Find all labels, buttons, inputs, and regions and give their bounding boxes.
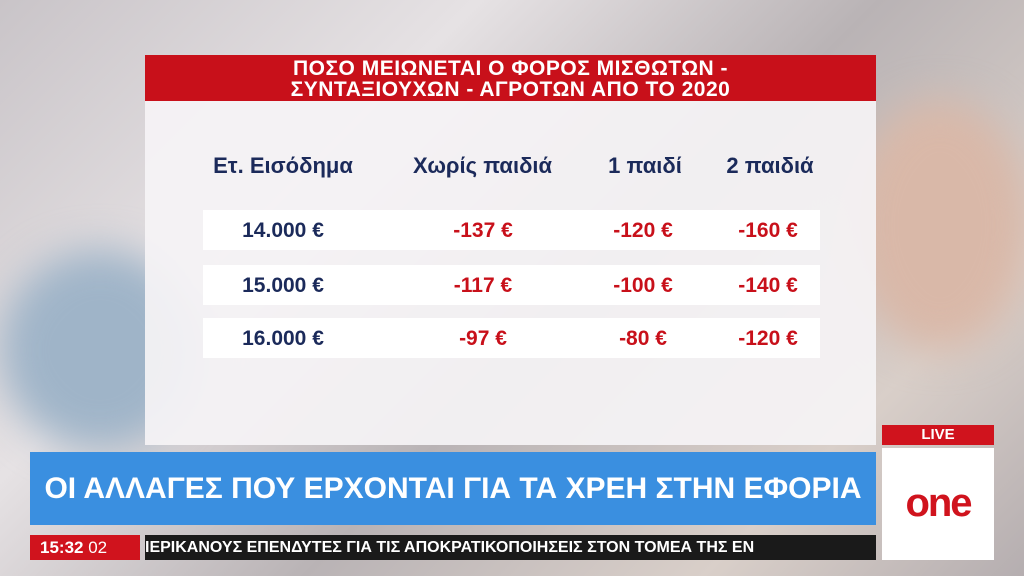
header-1-child: 1 παιδί	[608, 153, 682, 178]
title-line-2: ΣΥΝΤΑΞΙΟΥΧΩΝ - ΑΓΡΟΤΩΝ ΑΠΟ ΤΟ 2020	[290, 78, 731, 101]
title-line-1: ΠΟΣΟ ΜΕΙΩΝΕΤΑΙ Ο ΦΟΡΟΣ ΜΙΣΘΩΤΩΝ -	[292, 57, 729, 80]
graphic-title: ΠΟΣΟ ΜΕΙΩΝΕΤΑΙ Ο ΦΟΡΟΣ ΜΙΣΘΩΤΩΝ - ΣΥΝΤΑΞ…	[145, 55, 876, 101]
income: 15.000 €	[242, 274, 324, 297]
clock: 15:32 02	[30, 535, 140, 560]
one-child-value: -80 €	[619, 327, 667, 350]
channel-logo: one	[882, 448, 994, 560]
income: 16.000 €	[242, 327, 324, 350]
no-children-value: -97 €	[459, 327, 507, 350]
headline-banner: ΟΙ ΑΛΛΑΓΕΣ ΠΟΥ ΕΡΧΟΝΤΑΙ ΓΙΑ ΤΑ ΧΡΕΗ ΣΤΗΝ…	[30, 452, 876, 525]
table-row: 16.000 € -97 € -80 € -120 €	[203, 318, 820, 358]
tax-table: Ετ. Εισόδημα Χωρίς παιδιά 1 παιδί 2 παιδ…	[145, 101, 876, 445]
two-children-value: -160 €	[738, 219, 798, 242]
two-children-value: -120 €	[738, 327, 798, 350]
no-children-value: -117 €	[453, 274, 513, 297]
table-row: 14.000 € -137 € -120 € -160 €	[203, 210, 820, 250]
news-ticker: ΙΕΡΙΚΑΝΟΥΣ ΕΠΕΝΔΥΤΕΣ ΓΙΑ ΤΙΣ ΑΠΟΚΡΑΤΙΚΟΠ…	[145, 535, 876, 560]
header-income: Ετ. Εισόδημα	[213, 153, 353, 178]
clock-time: 15:32	[40, 538, 84, 557]
live-badge: LIVE	[882, 425, 994, 445]
income: 14.000 €	[242, 219, 324, 242]
header-2-children: 2 παιδιά	[726, 153, 814, 178]
two-children-value: -140 €	[738, 274, 798, 297]
one-child-value: -100 €	[613, 274, 673, 297]
table-row: 15.000 € -117 € -100 € -140 €	[203, 265, 820, 305]
no-children-value: -137 €	[453, 219, 513, 242]
background	[850, 100, 1024, 350]
clock-seconds: 02	[88, 538, 108, 557]
one-child-value: -120 €	[613, 219, 673, 242]
header-no-children: Χωρίς παιδιά	[412, 153, 553, 178]
